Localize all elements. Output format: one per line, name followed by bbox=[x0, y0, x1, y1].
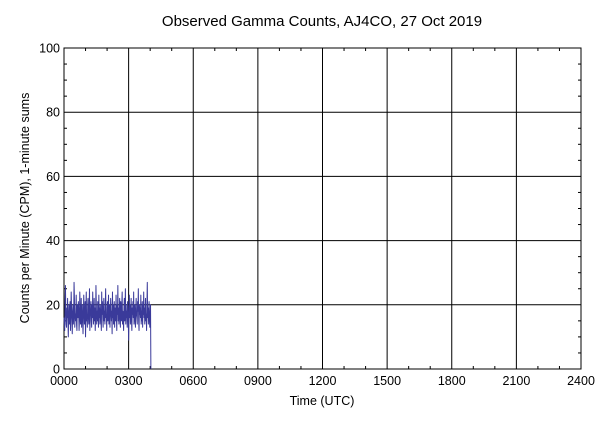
y-tick-label: 20 bbox=[46, 298, 60, 312]
y-axis-tick-labels: 0 20 40 60 80 100 bbox=[39, 42, 60, 377]
y-tick-label: 60 bbox=[46, 170, 60, 184]
x-tick-label: 1200 bbox=[309, 374, 337, 388]
x-axis-tick-labels: 0000 0300 0600 0900 1200 1500 1800 2100 2400 bbox=[50, 374, 595, 388]
series-group bbox=[63, 281, 152, 370]
y-tick-label: 0 bbox=[53, 363, 60, 377]
series-line bbox=[63, 281, 152, 370]
x-tick-label: 2400 bbox=[567, 374, 595, 388]
x-tick-label: 0600 bbox=[179, 374, 207, 388]
chart-title: Observed Gamma Counts, AJ4CO, 27 Oct 201… bbox=[162, 13, 482, 30]
y-tick-label: 100 bbox=[39, 42, 60, 56]
y-axis-label: Counts per Minute (CPM), 1-minute sums bbox=[18, 93, 32, 324]
x-tick-label: 1500 bbox=[373, 374, 401, 388]
x-tick-label: 0300 bbox=[115, 374, 143, 388]
x-tick-label: 1800 bbox=[438, 374, 466, 388]
x-tick-label: 0000 bbox=[50, 374, 78, 388]
minor-ticks bbox=[64, 48, 581, 369]
x-axis-label: Time (UTC) bbox=[290, 394, 355, 408]
x-tick-label: 0900 bbox=[244, 374, 272, 388]
x-tick-label: 2100 bbox=[502, 374, 530, 388]
y-tick-label: 40 bbox=[46, 234, 60, 248]
y-tick-label: 80 bbox=[46, 106, 60, 120]
